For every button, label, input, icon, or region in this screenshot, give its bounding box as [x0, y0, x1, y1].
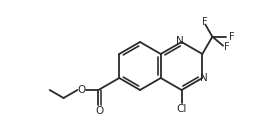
Text: O: O	[77, 85, 86, 95]
Text: F: F	[228, 32, 234, 42]
Text: Cl: Cl	[176, 104, 187, 114]
Text: N: N	[176, 36, 183, 46]
Text: F: F	[201, 17, 207, 27]
Text: N: N	[201, 73, 208, 83]
Text: F: F	[224, 42, 230, 52]
Text: O: O	[95, 106, 104, 116]
